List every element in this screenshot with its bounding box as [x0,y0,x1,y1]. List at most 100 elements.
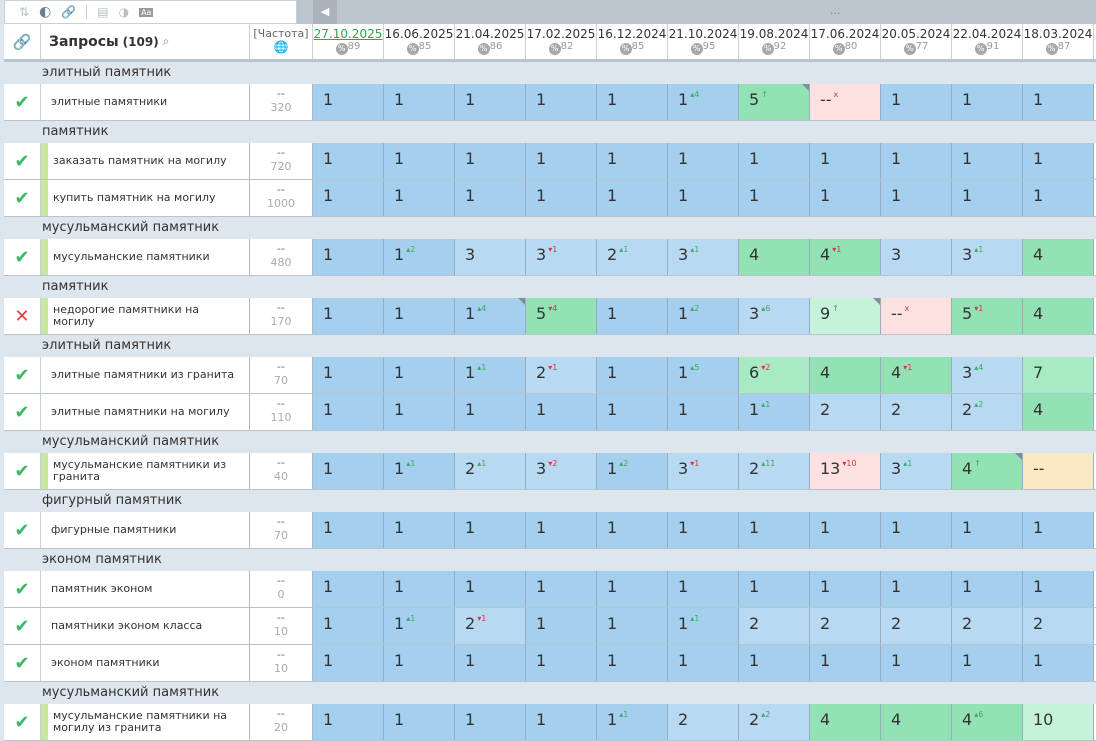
position-cell[interactable]: 4 [1023,394,1094,430]
date-label[interactable]: 17.06.2024 [810,27,880,41]
position-cell[interactable]: 1 [668,143,739,179]
position-cell[interactable]: 1 [739,645,810,681]
position-cell[interactable]: -- [1023,453,1094,489]
query-text[interactable]: элитные памятники [41,84,250,120]
query-text[interactable]: фигурные памятники [41,512,250,548]
position-cell[interactable]: 3 ▴1 [881,453,952,489]
date-column-header[interactable]: 21.10.2024% 95 [668,24,739,59]
date-label[interactable]: 18.03.2024 [1023,27,1093,41]
date-label[interactable]: 20.05.2024 [881,27,951,41]
position-cell[interactable]: 4 [1023,239,1094,275]
position-cell[interactable]: 1 [313,357,384,393]
position-cell[interactable]: 1 [384,571,455,607]
position-cell[interactable]: 1 [384,298,455,334]
position-cell[interactable]: 7 [1023,357,1094,393]
position-cell[interactable]: 1 [1023,645,1094,681]
position-cell[interactable]: 1 [881,645,952,681]
toggle-icon[interactable]: ◐ [39,4,52,20]
position-cell[interactable]: 4 [1023,298,1094,334]
position-cell[interactable]: 1 [597,608,668,644]
position-cell[interactable]: 1 [526,512,597,548]
position-cell[interactable]: 2 [881,394,952,430]
position-cell[interactable]: 1 ▴5 [668,357,739,393]
position-cell[interactable]: 4 [881,704,952,740]
position-cell[interactable]: 1 [384,357,455,393]
position-cell[interactable]: 4 [810,357,881,393]
position-cell[interactable]: 2 ▴2 [952,394,1023,430]
check-icon[interactable]: ✔ [4,608,41,644]
position-cell[interactable]: 1 [384,180,455,216]
check-icon[interactable]: ✔ [4,357,41,393]
query-text[interactable]: элитные памятники на могилу [41,394,250,430]
position-cell[interactable]: 2 [810,608,881,644]
position-cell[interactable]: 1 [313,453,384,489]
position-cell[interactable]: 1 [384,704,455,740]
position-cell[interactable]: 1 ▴2 [597,453,668,489]
position-cell[interactable]: 1 [952,512,1023,548]
query-text[interactable]: заказать памятник на могилу [41,143,250,179]
position-cell[interactable]: 1 [313,84,384,120]
position-cell[interactable]: 2 [668,704,739,740]
position-cell[interactable]: 1 [455,394,526,430]
position-cell[interactable]: 1 [881,84,952,120]
position-cell[interactable]: 1 [1023,512,1094,548]
position-cell[interactable]: 1 [739,571,810,607]
position-cell[interactable]: 1 [881,571,952,607]
date-label[interactable]: 27.10.2025 [313,27,383,41]
position-cell[interactable]: 1 [526,704,597,740]
position-cell[interactable]: 2 ▾1 [455,608,526,644]
position-cell[interactable]: 2 [739,608,810,644]
position-cell[interactable]: 1 ▴1 [384,608,455,644]
link-icon[interactable]: 🔗 [61,5,77,19]
position-cell[interactable]: 5 ↑ [739,84,810,120]
cross-icon[interactable]: ✕ [4,298,41,334]
position-cell[interactable]: 5 ▾4 [526,298,597,334]
position-cell[interactable]: 1 ▴1 [739,394,810,430]
position-cell[interactable]: 2 [881,608,952,644]
position-cell[interactable]: 2 ▾1 [526,357,597,393]
contrast-icon[interactable]: ◑ [118,5,130,19]
date-label[interactable]: 17.02.2025 [526,27,596,41]
check-icon[interactable]: ✔ [4,394,41,430]
more-dots[interactable]: ... [830,4,841,17]
query-text[interactable]: элитные памятники из гранита [41,357,250,393]
font-icon[interactable]: Aa [139,7,154,17]
date-column-header[interactable]: 17.06.2024% 80 [810,24,881,59]
position-cell[interactable]: 1 [952,645,1023,681]
position-cell[interactable]: 1 [739,512,810,548]
query-text[interactable]: памятник эконом [41,571,250,607]
date-column-header[interactable]: 27.10.2025% 89 [313,24,384,59]
date-label[interactable]: 21.10.2024 [668,27,738,41]
calendar-icon[interactable]: ▤ [97,5,109,19]
position-cell[interactable]: 1 [384,645,455,681]
position-cell[interactable]: 9 ↑ [810,298,881,334]
query-text[interactable]: памятники эконом класса [41,608,250,644]
query-text[interactable]: эконом памятники [41,645,250,681]
position-cell[interactable]: 1 [597,180,668,216]
position-cell[interactable]: 1 [1023,571,1094,607]
query-text[interactable]: мусульманские памятники на могилу из гра… [41,704,250,740]
position-cell[interactable]: 1 ▴4 [455,298,526,334]
position-cell[interactable]: 1 [313,608,384,644]
position-cell[interactable]: 1 [881,180,952,216]
position-cell[interactable]: 1 [313,239,384,275]
date-column-header[interactable]: 20.05.2024% 77 [881,24,952,59]
frequency-header[interactable]: [Частота] 🌐 [250,24,313,59]
position-cell[interactable]: 1 [810,645,881,681]
position-cell[interactable]: 1 ▴2 [384,239,455,275]
query-text[interactable]: мусульманские памятники из гранита [41,453,250,489]
position-cell[interactable]: 1 [526,608,597,644]
position-cell[interactable]: 3 ▴1 [952,239,1023,275]
position-cell[interactable]: 1 [810,571,881,607]
position-cell[interactable]: -- x [810,84,881,120]
position-cell[interactable]: 3 ▾1 [526,239,597,275]
position-cell[interactable]: 1 ▴1 [668,608,739,644]
position-cell[interactable]: 1 [1023,84,1094,120]
position-cell[interactable]: 1 [597,512,668,548]
position-cell[interactable]: 1 [313,645,384,681]
position-cell[interactable]: 1 [455,180,526,216]
check-icon[interactable]: ✔ [4,704,41,740]
position-cell[interactable]: 5 ▾1 [952,298,1023,334]
position-cell[interactable]: 1 [952,84,1023,120]
date-label[interactable]: 21.04.2025 [455,27,525,41]
